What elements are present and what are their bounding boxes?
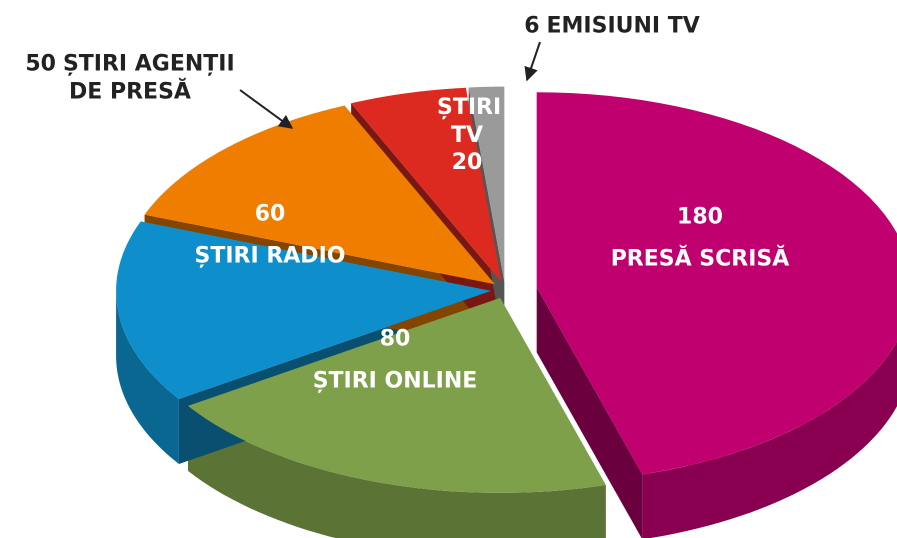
value-label: 50 — [25, 51, 56, 77]
slice-side — [536, 287, 643, 538]
slice — [536, 92, 897, 475]
value-label: 20 — [451, 149, 483, 175]
slice — [144, 105, 495, 285]
slice-side — [187, 405, 606, 538]
slice-label: 180 PRESĂ SCRISĂ — [570, 204, 830, 273]
slice-label: 60 ȘTIRI RADIO — [150, 201, 390, 270]
slice — [351, 87, 502, 282]
category-label: ȘTIRI RADIO — [194, 243, 346, 268]
value-label: 6 — [524, 13, 540, 39]
slice-label: 50 ȘTIRI AGENȚII DE PRESĂ — [5, 51, 255, 106]
slice-side — [642, 341, 897, 538]
slice-side — [116, 290, 179, 464]
category-label: EMISIUNI TV — [546, 13, 700, 39]
slice — [116, 221, 492, 399]
category-label: ȘTIRI AGENȚII DE PRESĂ — [62, 51, 235, 105]
slice — [187, 297, 606, 493]
label-arrow — [239, 89, 294, 129]
slice-tops — [116, 86, 897, 493]
category-label: PRESĂ SCRISĂ — [610, 246, 790, 271]
value-label: 180 — [677, 204, 723, 230]
value-label: 60 — [254, 201, 286, 227]
label-arrow — [524, 41, 541, 82]
slice-label: 6 EMISIUNI TV — [482, 12, 742, 40]
slice-label: 80 ȘTIRI ONLINE — [265, 326, 525, 395]
slice-label: ȘTIRI TV 20 — [437, 94, 502, 177]
category-label: ȘTIRI TV — [437, 94, 502, 148]
slice — [468, 86, 505, 282]
value-label: 80 — [379, 326, 411, 352]
category-label: ȘTIRI ONLINE — [312, 368, 478, 393]
